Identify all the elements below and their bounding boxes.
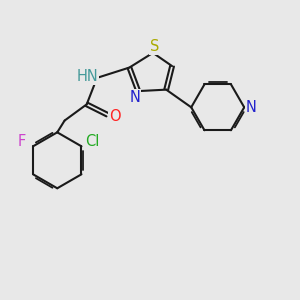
Text: F: F [18, 134, 26, 149]
Text: HN: HN [76, 69, 98, 84]
Text: O: O [109, 109, 121, 124]
Text: N: N [245, 100, 256, 115]
Text: S: S [150, 39, 159, 54]
Text: N: N [130, 90, 141, 105]
Text: Cl: Cl [85, 134, 100, 149]
